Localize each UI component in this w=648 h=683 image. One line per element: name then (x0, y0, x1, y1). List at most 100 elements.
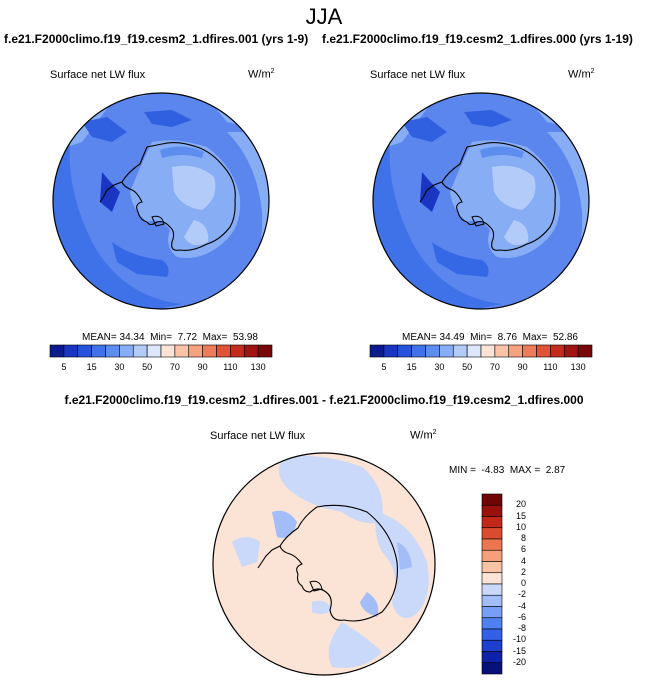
colorbar-cell (425, 344, 440, 358)
difference-colorbar-ticks: 20 15 10 8 6 4 2 0 -2 -4 -6 -8 -10 -15 -20 (502, 494, 526, 674)
colorbar-tick-label: 30 (114, 362, 125, 372)
map-contour-region (278, 455, 383, 524)
colorbar-cell (481, 527, 503, 540)
colorbar-tick-label: -15 (512, 645, 526, 656)
colorbar-cell (243, 344, 259, 358)
colorbar-tick-label: 130 (250, 362, 266, 372)
colorbar-cell (188, 344, 203, 358)
colorbar-tick-label: 70 (169, 362, 180, 372)
colorbar-cell (481, 572, 503, 585)
colorbar-cell (577, 344, 593, 358)
colorbar-cell (494, 344, 510, 358)
map-contour-region (420, 172, 440, 212)
colorbar-cell (481, 583, 503, 596)
colorbar-cell (481, 651, 503, 664)
map-contour-region (184, 220, 209, 246)
colorbar-tick-label: 8 (520, 533, 526, 543)
colorbar-cell (202, 344, 217, 358)
colorbar-cell (132, 344, 148, 358)
colorbar-tick-label: 10 (515, 521, 526, 532)
left-run-label: f.e21.F2000climo.f19_f19.cesm2_1.dfires.… (4, 32, 309, 46)
map-contour-region (172, 165, 216, 210)
island-coastline (309, 580, 323, 592)
colorbar-cell (91, 344, 106, 358)
colorbar-cell (481, 516, 503, 529)
colorbar-tick-label: 2 (520, 566, 526, 577)
right-variable-label: Surface net LW flux (370, 69, 466, 81)
map-contour-region (402, 117, 447, 142)
figure-title: JJA (305, 4, 343, 29)
colorbar-cell (480, 344, 496, 358)
colorbar-tick-label: 50 (462, 362, 473, 372)
colorbar-cell (105, 344, 120, 358)
colorbar-cell (481, 639, 503, 652)
colorbar-cell (119, 344, 134, 358)
colorbar-cell (452, 344, 468, 358)
colorbar-cell (77, 344, 92, 358)
colorbar-cell (369, 344, 385, 358)
left-stats: MEAN= 34.34 Min= 7.72 Max= 53.98 (82, 332, 258, 343)
antarctic-coastline (441, 141, 556, 251)
map-contour-region (312, 600, 332, 615)
right-polar-map (372, 92, 590, 310)
colorbar-cell (536, 344, 551, 358)
map-contour-region (360, 592, 379, 617)
right-units-label: W/m2 (568, 68, 595, 81)
map-contour-region (464, 110, 512, 127)
left-colorbar-ticks: 5 15 30 50 70 90 110 130 (50, 362, 272, 374)
colorbar-cell (481, 606, 503, 619)
colorbar-cell (481, 538, 503, 551)
colorbar-cell (481, 617, 503, 630)
colorbar-cell (481, 662, 503, 675)
colorbar-tick-label: 50 (142, 362, 153, 372)
map-contour-region (53, 122, 182, 309)
antarctic-coastline (121, 141, 236, 251)
peninsula-coastline (99, 181, 123, 203)
left-colorbar (49, 344, 273, 358)
colorbar-cell (563, 344, 579, 358)
map-contour-region (160, 146, 204, 158)
colorbar-tick-label: 6 (520, 544, 526, 555)
map-contour-region (82, 117, 127, 142)
colorbar-tick-label: 15 (86, 362, 97, 372)
colorbar-tick-label: 5 (61, 362, 67, 372)
colorbar-cell (230, 344, 245, 358)
colorbar-cell (216, 344, 231, 358)
difference-polar-map (212, 452, 436, 676)
map-contour-region (232, 537, 260, 567)
colorbar-tick-label: 30 (434, 362, 445, 372)
map-contour-region (272, 510, 297, 538)
colorbar-tick-label: 70 (489, 362, 500, 372)
difference-label: f.e21.F2000climo.f19_f19.cesm2_1.dfires.… (64, 393, 584, 407)
colorbar-cell (466, 344, 482, 358)
colorbar-cell (174, 344, 190, 358)
map-contour-region (492, 165, 536, 210)
map-boundary (212, 452, 436, 676)
map-contour-region (144, 110, 192, 127)
colorbar-cell (481, 628, 503, 641)
map-contour-region (432, 242, 489, 277)
colorbar-cell (160, 344, 176, 358)
colorbar-tick-label: 130 (570, 362, 586, 372)
colorbar-cell (481, 504, 503, 517)
colorbar-cell (63, 344, 79, 358)
map-boundary (372, 92, 590, 310)
island-coastline (151, 215, 165, 227)
colorbar-cell (411, 344, 426, 358)
colorbar-tick-label: 90 (517, 362, 528, 372)
colorbar-tick-label: 20 (515, 499, 526, 510)
colorbar-tick-label: -6 (517, 611, 526, 622)
map-contour-region (328, 622, 382, 668)
peninsula-coastline (257, 545, 281, 569)
colorbar-tick-label: -10 (512, 634, 526, 645)
antarctic-coastline (279, 504, 398, 622)
colorbar-tick-label: 4 (520, 555, 526, 566)
right-stats: MEAN= 34.49 Min= 8.76 Max= 52.86 (402, 332, 578, 343)
colorbar-tick-label: -2 (517, 589, 526, 600)
colorbar-cell (550, 344, 565, 358)
colorbar-tick-label: 0 (520, 578, 526, 588)
difference-colorbar (481, 493, 503, 675)
map-contour-region (112, 242, 169, 277)
bottom-variable-label: Surface net LW flux (210, 430, 306, 442)
island-coastline (471, 215, 485, 227)
